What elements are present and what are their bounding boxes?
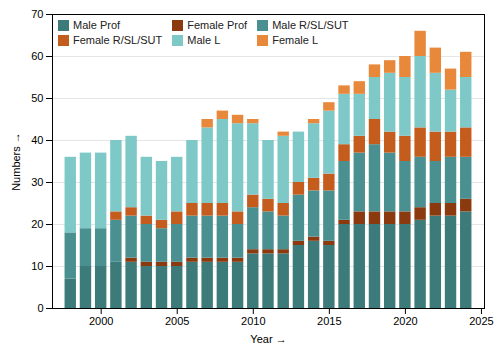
svg-text:Numbers →: Numbers →	[10, 132, 22, 191]
svg-text:30: 30	[31, 176, 43, 188]
svg-text:2015: 2015	[317, 315, 341, 327]
html-text:Female R/SL/SUT: Female R/SL/SUT	[73, 34, 163, 46]
svg-text:2020: 2020	[393, 315, 417, 327]
svg-text:60: 60	[31, 50, 43, 62]
svg-text:Year →: Year →	[250, 333, 286, 345]
html-text:Female L: Female L	[272, 34, 318, 46]
html-text:Male R/SL/SUT: Male R/SL/SUT	[272, 19, 349, 31]
svg-text:10: 10	[31, 260, 43, 272]
svg-text:2005: 2005	[165, 315, 189, 327]
svg-text:20: 20	[31, 218, 43, 230]
html-text:Male Prof: Male Prof	[73, 19, 121, 31]
svg-text:0: 0	[37, 302, 43, 314]
svg-text:2000: 2000	[89, 315, 113, 327]
svg-text:50: 50	[31, 92, 43, 104]
svg-text:2025: 2025	[469, 315, 493, 327]
svg-text:2010: 2010	[241, 315, 265, 327]
html-text:Female Prof: Female Prof	[187, 19, 248, 31]
svg-text:40: 40	[31, 134, 43, 146]
html-text:Male L: Male L	[187, 34, 221, 46]
svg-text:70: 70	[31, 8, 43, 20]
